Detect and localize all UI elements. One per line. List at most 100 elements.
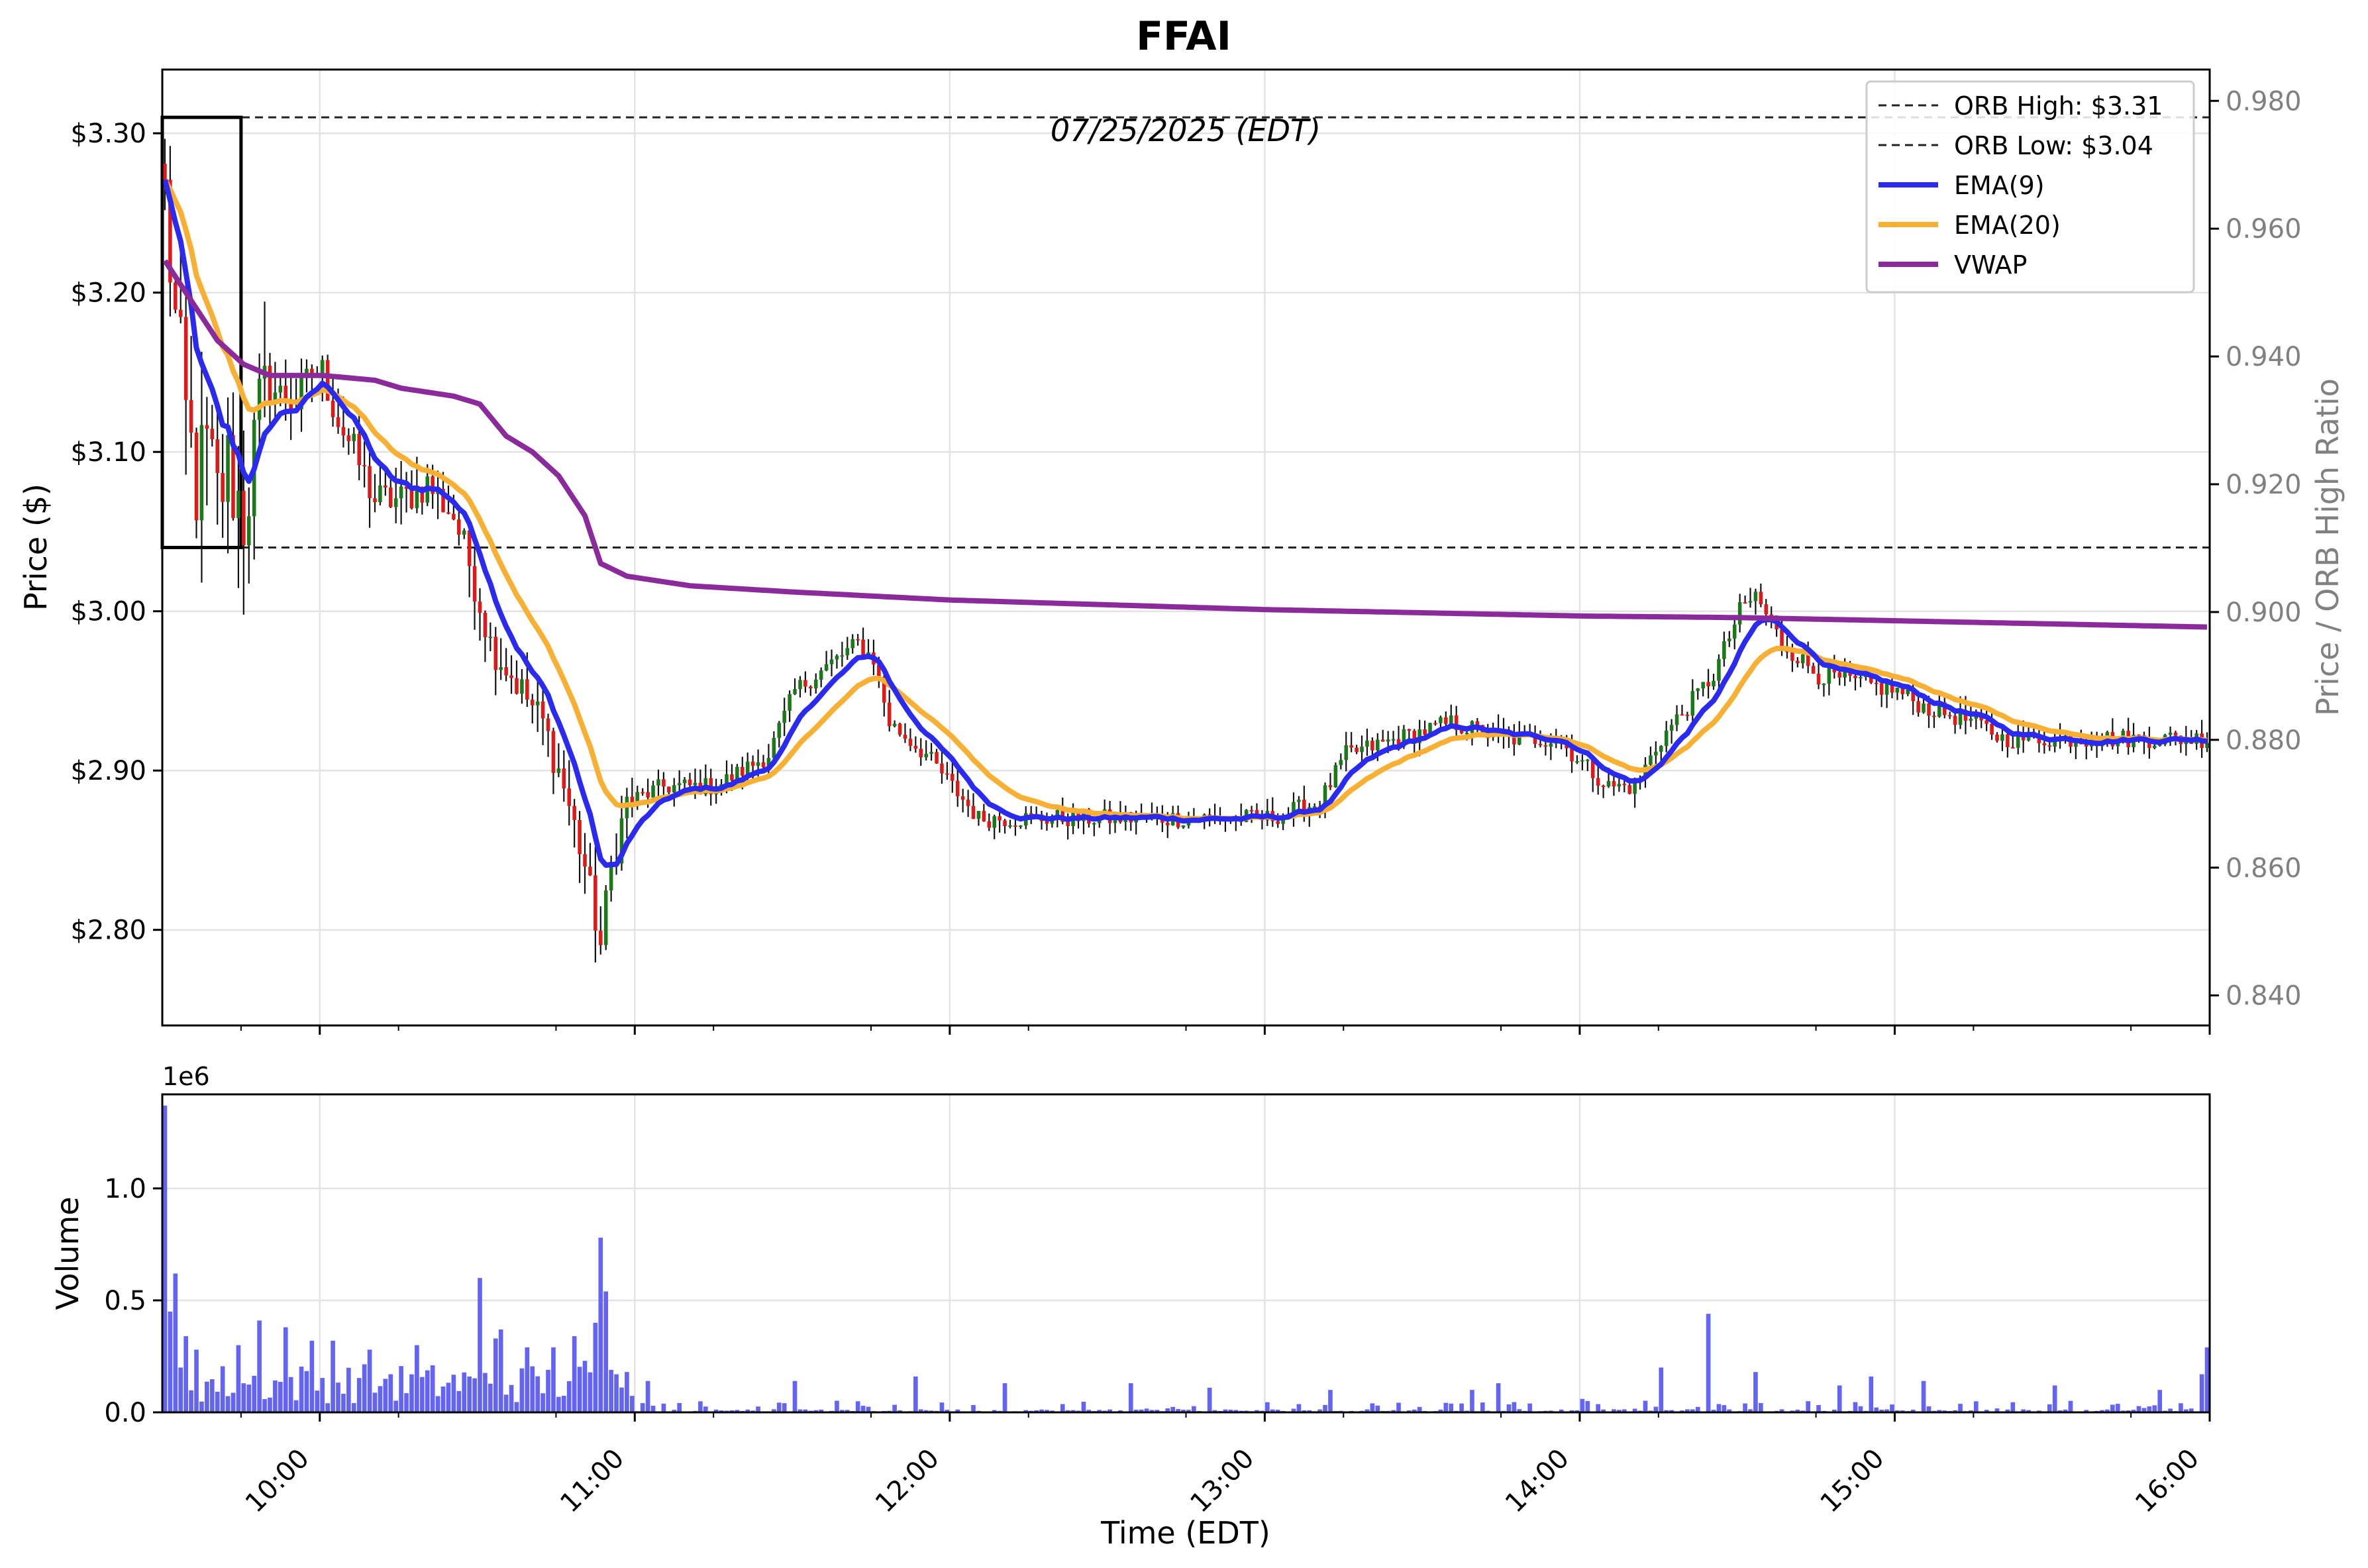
chart-title: FFAI — [1136, 13, 1231, 60]
volume-bar — [1743, 1403, 1747, 1412]
volume-bar — [205, 1381, 209, 1412]
legend-label: ORB Low: $3.04 — [1954, 131, 2153, 160]
candle-body — [1386, 739, 1390, 742]
volume-bar — [478, 1278, 482, 1412]
volume-bar — [299, 1366, 304, 1412]
candle-body — [1249, 810, 1254, 811]
candle-body — [2011, 747, 2015, 749]
candle-body — [2037, 735, 2041, 743]
volume-bar — [898, 1410, 902, 1412]
legend-label: VWAP — [1954, 250, 2027, 280]
candle-body — [788, 694, 792, 711]
volume-bar — [698, 1401, 703, 1412]
candle-body — [1465, 733, 1469, 735]
candle-body — [467, 530, 472, 566]
volume-bar — [756, 1406, 760, 1412]
volume-bar — [1107, 1409, 1112, 1412]
candle-body — [1816, 674, 1821, 685]
candle-body — [1344, 745, 1349, 760]
volume-bar — [1559, 1409, 1564, 1412]
chart-legend: ORB High: $3.31 ORB Low: $3.04 EMA(9) EMA(2… — [1865, 80, 2195, 293]
candle-body — [236, 490, 240, 519]
candle-body — [992, 816, 996, 828]
candle-body — [1916, 701, 1920, 713]
candle-body — [1339, 760, 1343, 765]
volume-bar — [2063, 1409, 2068, 1412]
candle-body — [1165, 822, 1170, 825]
volume-bar — [220, 1366, 225, 1412]
volume-bar — [1779, 1409, 1784, 1412]
candle-body — [1349, 745, 1353, 748]
candle-body — [667, 786, 671, 793]
candle-body — [1696, 688, 1700, 692]
candle-body — [803, 680, 807, 687]
volume-bar — [593, 1322, 598, 1412]
volume-bar — [215, 1391, 220, 1412]
candle-body — [583, 854, 587, 867]
volume-bar — [372, 1392, 378, 1412]
volume-bar — [845, 1410, 850, 1412]
legend-label: ORB High: $3.31 — [1954, 91, 2163, 121]
volume-bar — [346, 1367, 351, 1412]
volume-bar — [1632, 1408, 1637, 1412]
volume-bar — [1806, 1401, 1811, 1412]
volume-bar — [2179, 1403, 2183, 1412]
candle-body — [578, 819, 582, 855]
volume-bar — [498, 1329, 503, 1412]
candle-body — [168, 180, 172, 283]
candle-body — [945, 773, 949, 775]
volume-bar — [913, 1376, 918, 1412]
volume-tick-label: 1.0 — [104, 1174, 146, 1204]
candle-body — [835, 655, 839, 660]
volume-bar — [572, 1336, 577, 1412]
volume-bar — [1569, 1410, 1574, 1412]
volume-bar — [2157, 1390, 2163, 1412]
candle-body — [892, 723, 897, 727]
volume-bar — [1128, 1383, 1133, 1412]
volume-bar — [252, 1375, 257, 1412]
volume-bar — [782, 1403, 787, 1412]
candle-body — [1380, 739, 1385, 742]
candle-body — [662, 779, 666, 787]
candle-body — [1953, 715, 1957, 725]
candle-body — [1417, 729, 1421, 743]
candle-body — [1019, 825, 1023, 827]
candle-body — [1859, 677, 1863, 679]
volume-bar — [1926, 1406, 1931, 1412]
candle-body — [1013, 825, 1017, 827]
volume-bar — [472, 1378, 477, 1412]
volume-axis-label: Volume — [50, 1196, 85, 1310]
candle-body — [782, 710, 786, 723]
candle-body — [609, 862, 613, 891]
candle-body — [257, 378, 262, 420]
candle-body — [935, 752, 939, 764]
candle-body — [493, 637, 498, 670]
candle-body — [205, 425, 209, 429]
volume-bar — [1270, 1409, 1275, 1412]
candle-body — [793, 689, 797, 694]
candle-body — [178, 309, 183, 317]
candle-body — [1737, 602, 1742, 625]
candle-body — [567, 788, 572, 806]
candle-body — [1743, 602, 1747, 604]
candle-body — [924, 753, 928, 758]
volume-bar — [803, 1409, 808, 1412]
volume-bar — [1664, 1410, 1669, 1412]
volume-bar — [1070, 1410, 1076, 1412]
volume-bar — [609, 1369, 613, 1412]
volume-bar — [1443, 1402, 1449, 1412]
candle-body — [761, 762, 766, 768]
legend-entry: ORB Low: $3.04 — [1879, 131, 2153, 160]
candle-body — [352, 433, 356, 441]
ratio-tick-label: 0.860 — [2226, 853, 2302, 884]
candle-body — [215, 439, 219, 474]
candle-body — [289, 403, 293, 409]
candle-body — [635, 792, 640, 804]
candle-body — [341, 427, 346, 436]
candle-body — [1759, 592, 1763, 605]
candle-body — [1937, 702, 1941, 717]
price-axis-right: 0.840 0.860 0.880 0.900 0.920 0.940 0.960 0.980 — [2210, 86, 2302, 1012]
candle-body — [452, 513, 456, 520]
candle-body — [325, 360, 330, 401]
candle-body — [246, 516, 251, 546]
